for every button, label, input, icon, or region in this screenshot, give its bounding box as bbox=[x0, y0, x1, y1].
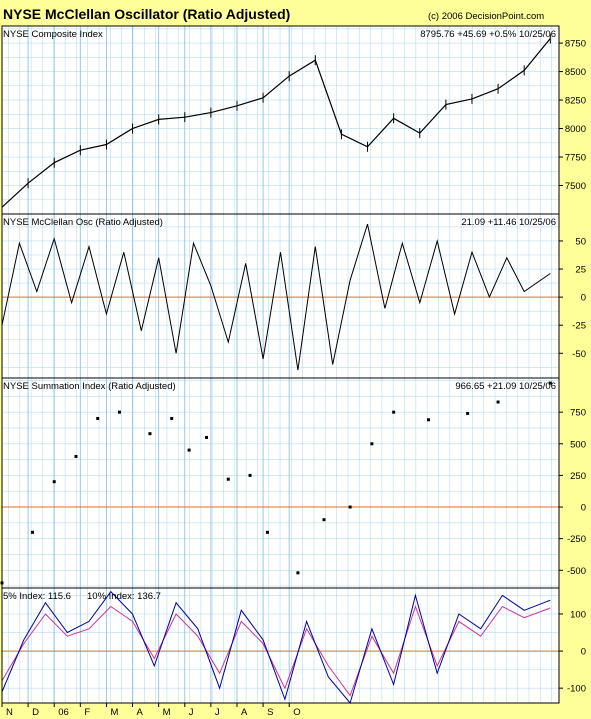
summation-point bbox=[466, 411, 470, 415]
summation-point bbox=[74, 454, 78, 458]
summation-point bbox=[496, 400, 500, 404]
summation-point bbox=[96, 416, 100, 420]
x-tick-label: S bbox=[267, 707, 273, 718]
copyright-text: (c) 2006 DecisionPoint.com bbox=[428, 11, 544, 22]
y-tick-label: 8000 bbox=[565, 124, 586, 135]
panel-title: NYSE Composite Index bbox=[3, 29, 103, 40]
x-tick-label: 06 bbox=[58, 707, 69, 718]
y-tick-label: 0 bbox=[581, 293, 586, 304]
summation-point bbox=[265, 530, 269, 534]
y-tick-label: -50 bbox=[572, 349, 586, 360]
y-tick-label: -250 bbox=[567, 534, 586, 545]
summation-point bbox=[52, 480, 56, 484]
x-tick-label: J bbox=[189, 707, 194, 718]
x-tick-label: F bbox=[84, 707, 90, 718]
series-line bbox=[1, 604, 551, 697]
summation-point bbox=[348, 505, 352, 509]
y-tick-label: -500 bbox=[567, 566, 586, 577]
y-tick-label: 100 bbox=[570, 609, 586, 620]
summation-point bbox=[248, 473, 252, 477]
panel-oscillator: -50 -25 0 25 50 NYSE McClellan Osc (Ratio Adj… bbox=[1, 213, 586, 379]
y-tick-label: 500 bbox=[570, 439, 586, 450]
plot-area bbox=[2, 214, 559, 378]
summation-point bbox=[296, 571, 300, 575]
summation-point bbox=[30, 530, 34, 534]
y-tick-label: 8500 bbox=[565, 67, 586, 78]
y-tick-label: 0 bbox=[581, 647, 586, 658]
x-axis: N D 06 F M A M J J A S O bbox=[1, 703, 301, 718]
summation-point bbox=[117, 410, 121, 414]
summation-point bbox=[426, 418, 430, 422]
chart-title: NYSE McClellan Oscillator (Ratio Adjuste… bbox=[3, 6, 290, 22]
legend-label: 5% Index: 115.6 bbox=[3, 591, 71, 602]
panel-breadth_index: 5% Index: 115.6 10% Index: 136.7 -100 0 100 bbox=[1, 587, 586, 705]
x-tick-label: M bbox=[110, 707, 118, 718]
panel-readout: 966.65 +21.09 10/25/06 bbox=[455, 381, 556, 392]
x-tick-label: M bbox=[163, 707, 171, 718]
y-tick-label: 750 bbox=[570, 408, 586, 419]
summation-point bbox=[370, 442, 374, 446]
y-tick-label: 25 bbox=[575, 265, 586, 276]
panel-readout: 8795.76 +45.69 +0.5% 10/25/06 bbox=[420, 29, 556, 40]
x-tick-label: O bbox=[293, 707, 300, 718]
panel-frame bbox=[1, 587, 560, 704]
composite-line bbox=[1, 38, 551, 208]
legend-label: 10% Index: 136.7 bbox=[87, 591, 161, 602]
summation-point bbox=[205, 435, 209, 439]
series-line bbox=[1, 590, 551, 705]
summation-point bbox=[548, 381, 552, 385]
summation-point bbox=[148, 432, 152, 436]
oscillator-line bbox=[1, 223, 551, 371]
summation-point bbox=[226, 477, 230, 481]
x-tick-label: N bbox=[6, 707, 13, 718]
plot-area bbox=[2, 378, 559, 588]
y-tick-label: 8250 bbox=[565, 96, 586, 107]
y-tick-label: -100 bbox=[567, 684, 586, 695]
y-tick-label: 50 bbox=[575, 236, 586, 247]
panel-readout: 21.09 +11.46 10/25/06 bbox=[461, 217, 556, 228]
summation-point bbox=[170, 416, 174, 420]
x-tick-label: A bbox=[241, 707, 248, 718]
y-tick-label: 8750 bbox=[565, 39, 586, 50]
summation-point bbox=[187, 448, 191, 452]
y-tick-label: 7750 bbox=[565, 153, 586, 164]
summation-point bbox=[322, 518, 326, 522]
x-tick-label: J bbox=[215, 707, 220, 718]
panel-composite: 7500 7750 8000 8250 8500 8750 NYSE Composite I… bbox=[1, 25, 586, 215]
y-tick-label: 0 bbox=[581, 503, 586, 514]
y-tick-label: -25 bbox=[572, 321, 586, 332]
summation-point bbox=[392, 410, 396, 414]
plot-area bbox=[2, 588, 559, 703]
y-tick-label: 250 bbox=[570, 471, 586, 482]
panel-title: NYSE McClellan Osc (Ratio Adjusted) bbox=[3, 217, 163, 228]
panel-title: NYSE Summation Index (Ratio Adjusted) bbox=[3, 381, 176, 392]
y-tick-label: 7500 bbox=[565, 181, 586, 192]
panel-summation: -500 -250 0 250 500 750 NYSE Summation Index (… bbox=[0, 377, 586, 589]
x-tick-label: A bbox=[137, 707, 144, 718]
x-tick-label: D bbox=[32, 707, 39, 718]
